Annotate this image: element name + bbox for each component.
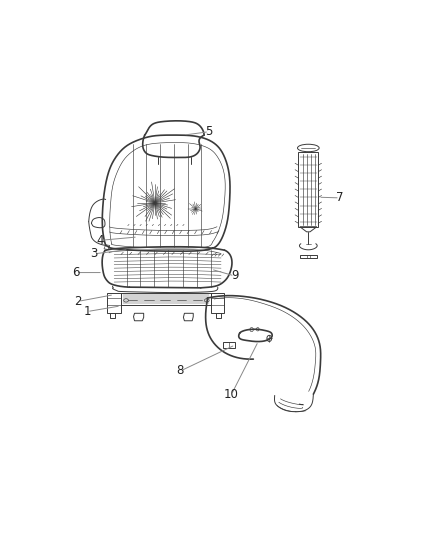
Text: 10: 10: [224, 388, 239, 401]
Text: 6: 6: [72, 266, 80, 279]
Text: 1: 1: [83, 305, 91, 318]
Text: 7: 7: [336, 191, 344, 204]
Text: 4: 4: [97, 234, 104, 247]
Text: 9: 9: [231, 270, 238, 282]
Text: 8: 8: [177, 365, 184, 377]
Text: 3: 3: [90, 247, 98, 261]
Text: 2: 2: [74, 295, 81, 308]
Text: 5: 5: [205, 125, 213, 138]
